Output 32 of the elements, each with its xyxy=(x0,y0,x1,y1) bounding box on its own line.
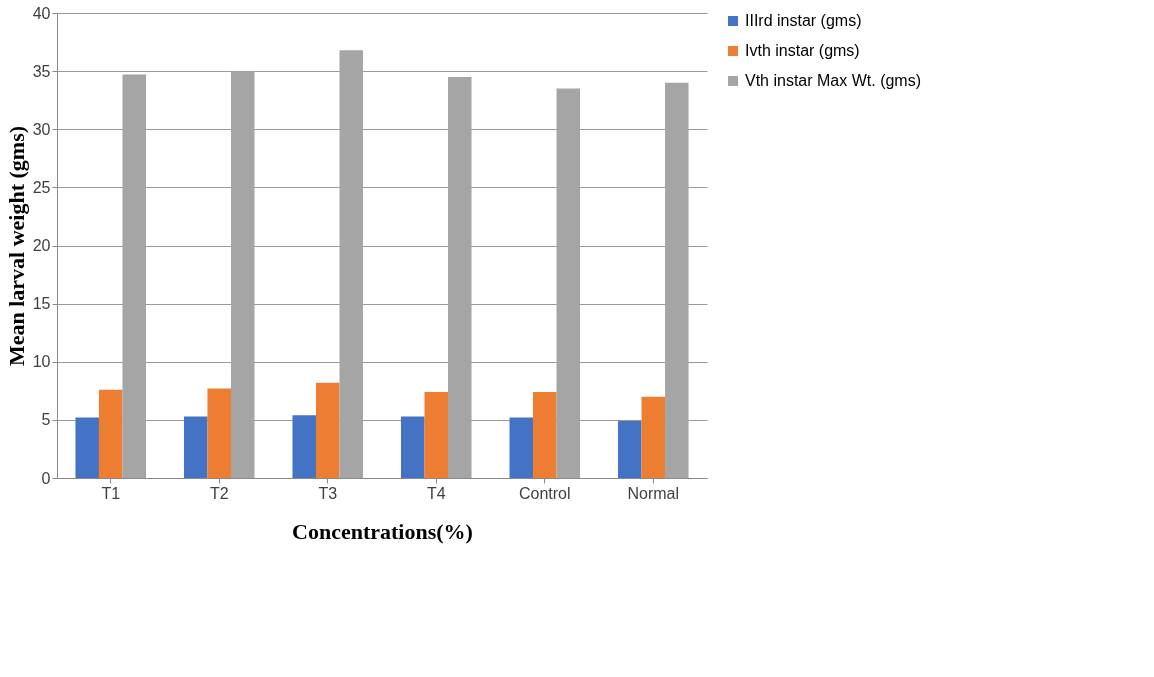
y-tick-label: 10 xyxy=(32,353,51,371)
bar xyxy=(424,391,449,478)
bar xyxy=(75,417,99,478)
x-axis-title: Concentrations(%) xyxy=(292,518,473,544)
x-tick-label: T3 xyxy=(318,484,338,502)
y-tick-label: 30 xyxy=(32,120,51,138)
y-tick-label: 35 xyxy=(32,62,51,80)
legend-label: IIIrd instar (gms) xyxy=(745,12,862,29)
y-tick-label: 15 xyxy=(32,295,51,313)
y-tick-label: 0 xyxy=(41,469,51,487)
bar xyxy=(641,396,666,478)
bar xyxy=(292,415,316,478)
legend-label: Ivth instar (gms) xyxy=(745,42,860,59)
bar xyxy=(98,389,123,478)
bar xyxy=(400,416,425,478)
x-tick-label: T2 xyxy=(209,484,229,502)
bar xyxy=(533,391,557,478)
bar xyxy=(315,382,340,478)
x-tick-label: Control xyxy=(518,484,571,502)
bar xyxy=(618,421,642,478)
y-tick-label: 25 xyxy=(32,178,51,196)
y-tick-label: 20 xyxy=(32,237,51,254)
y-tick-label: 40 xyxy=(32,4,51,22)
x-tick-label: Normal xyxy=(627,484,680,502)
legend-label: Vth instar Max Wt. (gms) xyxy=(745,72,922,89)
y-tick-label: 5 xyxy=(41,411,51,429)
bar xyxy=(207,388,231,478)
bar xyxy=(509,417,534,478)
y-axis-title: Mean larval weight (gms) xyxy=(3,125,29,367)
bar xyxy=(183,416,208,478)
x-tick-label: T4 xyxy=(426,484,446,502)
x-tick-label: T1 xyxy=(101,484,121,502)
